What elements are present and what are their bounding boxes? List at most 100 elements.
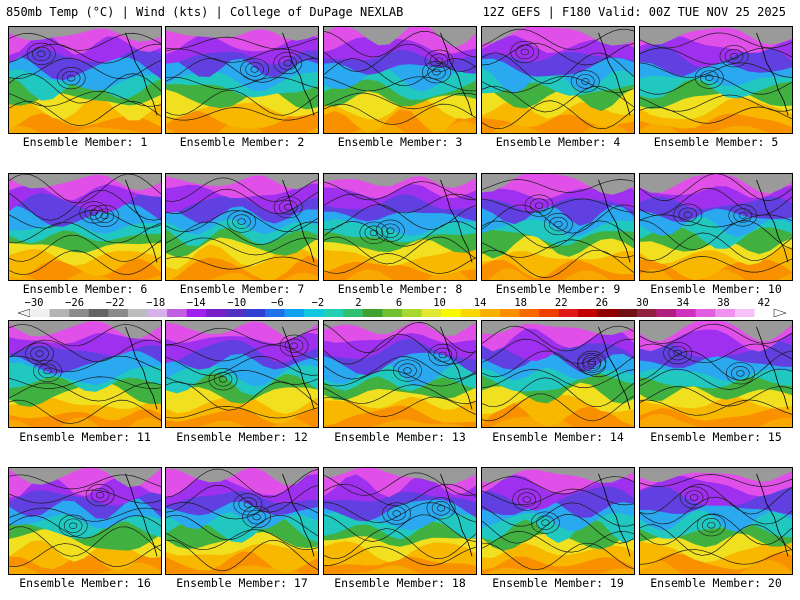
ensemble-member-caption: Ensemble Member: 10 [650,282,782,296]
ensemble-member-caption: Ensemble Member: 16 [19,576,151,590]
colorbar-tick-label: 26 [595,297,609,309]
ensemble-member-caption: Ensemble Member: 12 [176,430,308,444]
ensemble-member-map [8,320,162,428]
ensemble-member-caption: Ensemble Member: 13 [334,430,466,444]
colorbar-tick-label: 14 [473,297,487,309]
colorbar-tick-label: −6 [271,297,284,309]
colorbar-tick-label: −14 [186,297,206,309]
ensemble-member-caption: Ensemble Member: 15 [650,430,782,444]
colorbar-tick-label: −26 [65,297,85,309]
ensemble-member-map [8,173,162,281]
ensemble-member-map [323,26,477,134]
colorbar-swatch [362,309,383,317]
colorbar-swatch [69,309,90,317]
colorbar-swatch [578,309,599,317]
ensemble-member-map [323,320,477,428]
ensemble-member-caption: Ensemble Member: 1 [22,135,148,149]
ensemble-member-caption: Ensemble Member: 6 [22,282,148,296]
colorbar-swatch [754,309,775,317]
colorbar-swatch [382,309,403,317]
colorbar-swatch [343,309,364,317]
colorbar-tick-label: −2 [311,297,325,309]
colorbar-swatch [715,309,736,317]
colorbar-max-arrow [773,309,786,317]
run-valid-time: 12Z GEFS | F180 Valid: 00Z TUE NOV 25 20… [482,5,786,19]
colorbar-swatch [323,309,344,317]
ensemble-member-map [639,26,793,134]
ensemble-member-map [165,26,319,134]
colorbar-tick-label: 30 [636,297,649,309]
colorbar-swatch [30,309,50,317]
colorbar-swatch [88,309,109,317]
colorbar-swatch [676,309,696,317]
ensemble-member-caption: Ensemble Member: 7 [179,282,305,296]
colorbar-swatch [245,309,266,317]
colorbar-tick-label: 22 [554,297,568,309]
ensemble-member-map [323,467,477,575]
colorbar-tick-label: −30 [24,297,44,309]
ensemble-member-map [481,173,635,281]
ensemble-member-caption: Ensemble Member: 2 [179,135,305,149]
colorbar-min-arrow [18,309,31,317]
colorbar-swatch [402,309,422,317]
colorbar-tick-label: 18 [514,297,527,309]
colorbar-tick-label: 38 [717,297,730,309]
colorbar-tick-label: 34 [676,297,690,309]
ensemble-member-map [165,173,319,281]
ensemble-member-caption: Ensemble Member: 8 [337,282,463,296]
ensemble-member-caption: Ensemble Member: 9 [495,282,621,296]
ensemble-member-caption: Ensemble Member: 18 [334,576,466,590]
colorbar-tick-label: 6 [395,297,403,309]
ensemble-member-caption: Ensemble Member: 19 [492,576,624,590]
ensemble-member-caption: Ensemble Member: 11 [19,430,151,444]
colorbar-swatch [127,309,148,317]
ensemble-member-map [639,173,793,281]
ensemble-member-map [481,467,635,575]
ensemble-member-map [639,467,793,575]
colorbar-swatch [656,309,677,317]
colorbar-tick-label: −22 [105,297,125,309]
colorbar-swatch [734,309,755,317]
colorbar-swatch [186,309,207,317]
colorbar-swatch [264,309,285,317]
colorbar-swatch [49,309,70,317]
ensemble-member-caption: Ensemble Member: 5 [653,135,779,149]
colorbar-swatch [480,309,501,317]
ensemble-member-map [481,320,635,428]
ensemble-member-map [639,320,793,428]
ensemble-member-map [323,173,477,281]
ensemble-member-map [165,320,319,428]
ensemble-member-map [8,467,162,575]
colorbar-tick-label: 2 [355,297,362,309]
colorbar-swatch [597,309,618,317]
ensemble-member-map [8,26,162,134]
colorbar-swatch [695,309,716,317]
colorbar-swatch [206,309,227,317]
colorbar-swatch [636,309,657,317]
colorbar-tick-label: 10 [433,297,446,309]
ensemble-member-map [481,26,635,134]
ensemble-member-caption: Ensemble Member: 4 [495,135,621,149]
chart-title: 850mb Temp (°C) | Wind (kts) | College o… [6,5,404,19]
temperature-colorbar [18,309,786,317]
colorbar-swatch [304,309,324,317]
colorbar-tick-label: −10 [227,297,247,309]
colorbar-swatch [499,309,520,317]
colorbar-swatch [225,309,246,317]
ensemble-member-caption: Ensemble Member: 20 [650,576,782,590]
colorbar-tick-label: 42 [757,297,771,309]
colorbar-swatch [108,309,129,317]
ensemble-member-map [165,467,319,575]
colorbar-swatch [421,309,442,317]
colorbar-swatch [284,309,305,317]
colorbar-tick-label: −18 [146,297,166,309]
colorbar-swatch [519,309,540,317]
colorbar-swatch [441,309,462,317]
ensemble-member-caption: Ensemble Member: 14 [492,430,624,444]
colorbar-swatch [147,309,168,317]
colorbar-swatch [460,309,481,317]
colorbar-swatch [617,309,638,317]
colorbar-swatch [167,309,187,317]
colorbar-swatch [539,309,559,317]
ensemble-member-caption: Ensemble Member: 17 [176,576,308,590]
